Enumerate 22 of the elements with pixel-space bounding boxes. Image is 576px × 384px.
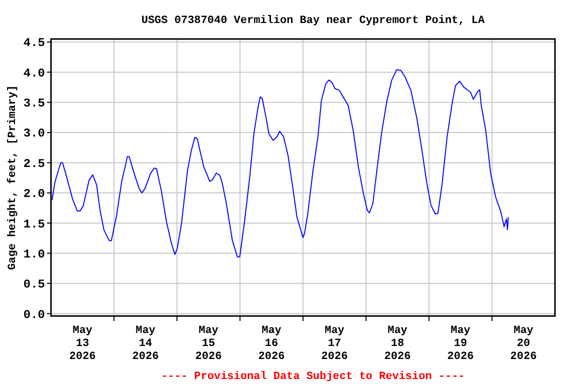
x-tick-label: May 14 2026: [132, 325, 159, 363]
x-tick-label: May 17 2026: [321, 325, 348, 363]
text: ---- Provisional Data Subject to Revision ----: [161, 371, 465, 383]
x-tick-label: May 13 2026: [69, 325, 96, 363]
x-tick-label: May 20 2026: [510, 325, 537, 363]
y-tick-label: 4.5: [23, 36, 45, 50]
y-tick-label: 4.0: [23, 66, 45, 80]
y-tick-label: 2.5: [23, 156, 45, 171]
x-tick-label: May 15 2026: [195, 325, 222, 363]
y-tick-label: 2.0: [23, 187, 45, 202]
x-tick-label: May 18 2026: [384, 325, 411, 363]
y-tick-label: 1.5: [23, 217, 45, 232]
y-tick-label: 1.0: [23, 247, 45, 262]
chart-title: USGS 07387040 Vermilion Bay near Cypremort Point, LA: [141, 15, 486, 27]
y-tick-label: 0.5: [23, 278, 45, 292]
y-tick-label: 0.0: [23, 308, 45, 322]
y-tick-label: 3.0: [23, 126, 45, 141]
y-tick-label: 3.5: [23, 96, 45, 111]
line-series: [52, 69, 509, 258]
y-axis-title: Gage height, feet, [Primary]: [6, 85, 19, 270]
x-tick-label: May 16 2026: [258, 325, 285, 363]
x-tick-label: May 19 2026: [447, 325, 474, 363]
